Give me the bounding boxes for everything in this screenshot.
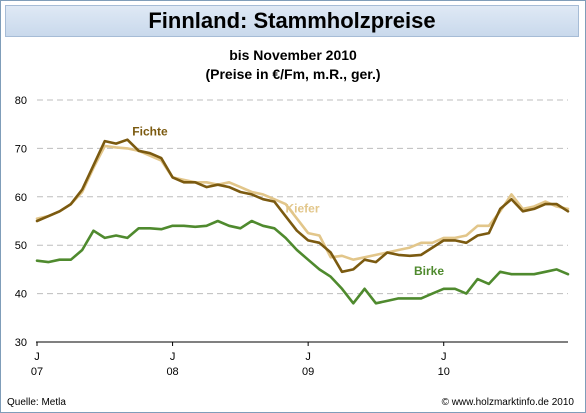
copyright-note: © www.holzmarktinfo.de 2010 xyxy=(441,397,574,408)
series-label-kiefer: Kiefer xyxy=(285,201,319,215)
series-line-kiefer xyxy=(35,144,570,262)
source-note: Quelle: Metla xyxy=(7,397,66,408)
y-tick-label-80: 80 xyxy=(15,95,27,107)
x-tick-month-3: J xyxy=(305,351,311,363)
footer: Quelle: Metla © www.holzmarktinfo.de 201… xyxy=(0,396,586,413)
y-tick-label-70: 70 xyxy=(15,143,27,155)
series-line-birke xyxy=(35,219,570,305)
y-tick-label-40: 40 xyxy=(15,289,27,301)
subtitle-group: bis November 2010 (Preise in €/Fm, m.R., … xyxy=(205,47,380,82)
chart-subtitle-1: bis November 2010 xyxy=(229,47,357,63)
grid-lines xyxy=(37,99,568,295)
y-tick-label-60: 60 xyxy=(15,192,27,204)
chart-subtitle-2: (Preise in €/Fm, m.R., ger.) xyxy=(205,66,380,82)
chart-title: Finnland: Stammholzpreise xyxy=(148,8,436,33)
series-label-birke: Birke xyxy=(414,264,444,278)
x-tick-year-1: 07 xyxy=(31,366,43,378)
series-labels: Kiefer Fichte Birke xyxy=(132,124,444,278)
y-tick-label-50: 50 xyxy=(15,240,27,252)
axes: 30 40 50 60 70 80 J 07 J 08 J 09 J 10 xyxy=(15,95,568,378)
series-lines xyxy=(35,138,570,305)
series-label-fichte: Fichte xyxy=(132,124,168,138)
x-tick-month-4: J xyxy=(441,351,447,363)
x-tick-month-2: J xyxy=(170,351,176,363)
x-tick-month-1: J xyxy=(34,351,40,363)
x-tick-year-2: 08 xyxy=(166,366,178,378)
x-tick-year-3: 09 xyxy=(302,366,314,378)
series-line-fichte xyxy=(35,138,570,274)
x-tick-year-4: 10 xyxy=(438,366,450,378)
title-bar: Finnland: Stammholzpreise xyxy=(5,5,579,37)
y-tick-label-30: 30 xyxy=(15,337,27,349)
